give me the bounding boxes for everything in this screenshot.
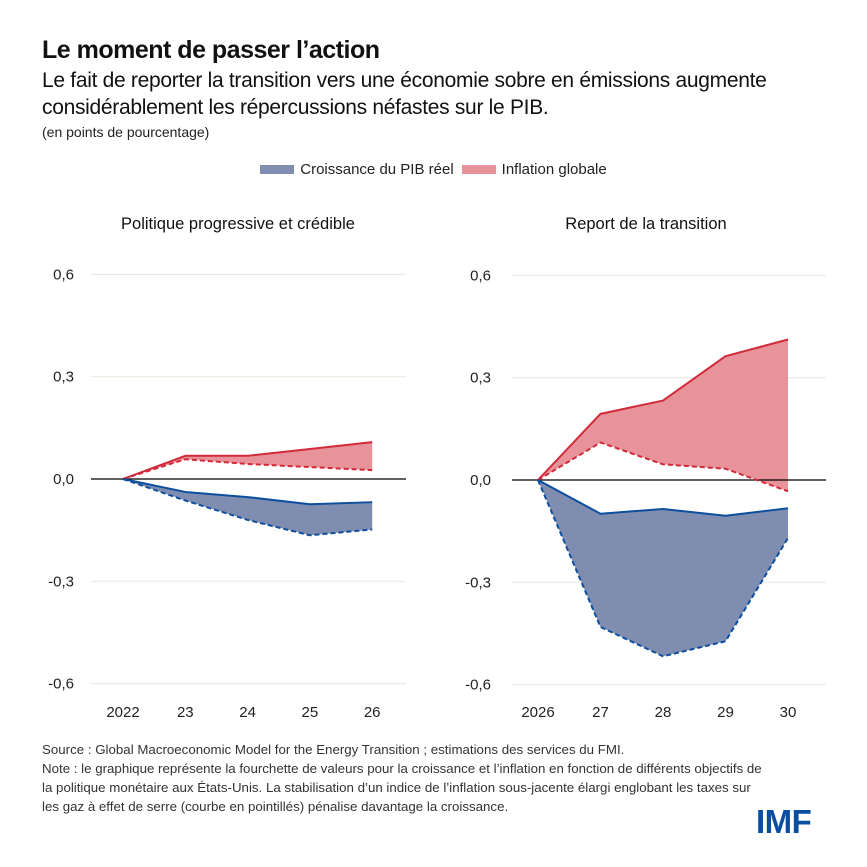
y-tick-label: -0,6 — [48, 676, 74, 693]
inflation-solid-line — [122, 441, 373, 480]
units-label: (en points de pourcentage) — [42, 124, 210, 140]
chart-subtitle: Le fait de reporter la transition vers u… — [42, 69, 767, 119]
inflation-range-area — [123, 442, 373, 479]
x-tick-label: 2022 — [106, 704, 139, 721]
inflation-dashed-line — [122, 458, 373, 480]
y-tick-label: 0,3 — [53, 369, 74, 386]
y-tick-label: 0,0 — [470, 472, 491, 489]
y-tick-label: 0,0 — [53, 471, 74, 488]
legend-label-gdp: Croissance du PIB réel — [300, 161, 454, 178]
x-tick-label: 24 — [239, 704, 256, 721]
x-tick-label: 29 — [717, 704, 734, 721]
y-tick-label: 0,6 — [53, 266, 74, 283]
x-tick-label: 23 — [177, 704, 194, 721]
imf-logo: IMF — [756, 803, 812, 840]
x-tick-label: 2026 — [521, 704, 554, 721]
gdp-range-area — [538, 480, 788, 657]
gdp-dashed-line — [122, 478, 373, 537]
legend-label-inflation: Inflation globale — [501, 161, 607, 178]
gdp-range-area — [123, 479, 373, 536]
x-tick-label: 30 — [780, 704, 797, 721]
source-text: Source : Global Macroeconomic Model for … — [42, 742, 625, 757]
x-tick-label: 27 — [592, 704, 609, 721]
gdp-solid-line — [122, 478, 373, 506]
inflation-solid-line — [537, 338, 789, 481]
legend-swatch-inflation — [461, 165, 496, 174]
source-note: Source : Global Macroeconomic Model for … — [42, 740, 762, 816]
inflation-range-area — [538, 339, 788, 492]
chart-title: Le moment de passer l’action — [42, 36, 380, 64]
legend-item-gdp: Croissance du PIB réel — [260, 161, 454, 178]
x-tick-label: 28 — [655, 704, 672, 721]
x-tick-label: 26 — [364, 704, 381, 721]
legend-swatch-gdp — [260, 165, 295, 174]
inflation-dashed-line — [537, 441, 789, 493]
y-tick-label: -0,3 — [48, 573, 74, 590]
y-tick-label: -0,6 — [465, 677, 491, 694]
legend-item-inflation: Inflation globale — [461, 161, 607, 178]
y-tick-label: 0,3 — [470, 370, 491, 387]
gdp-solid-line — [537, 479, 789, 517]
panel-title-left: Politique progressive et crédible — [121, 215, 355, 233]
x-tick-label: 25 — [302, 704, 319, 721]
gdp-dashed-line — [537, 479, 789, 658]
y-tick-label: -0,3 — [465, 574, 491, 591]
y-tick-label: 0,6 — [470, 267, 491, 284]
panel-title-right: Report de la transition — [565, 215, 727, 233]
note-text: Note : le graphique représente la fourch… — [42, 761, 762, 814]
legend: Croissance du PIB réel Inflation globale — [0, 161, 867, 178]
